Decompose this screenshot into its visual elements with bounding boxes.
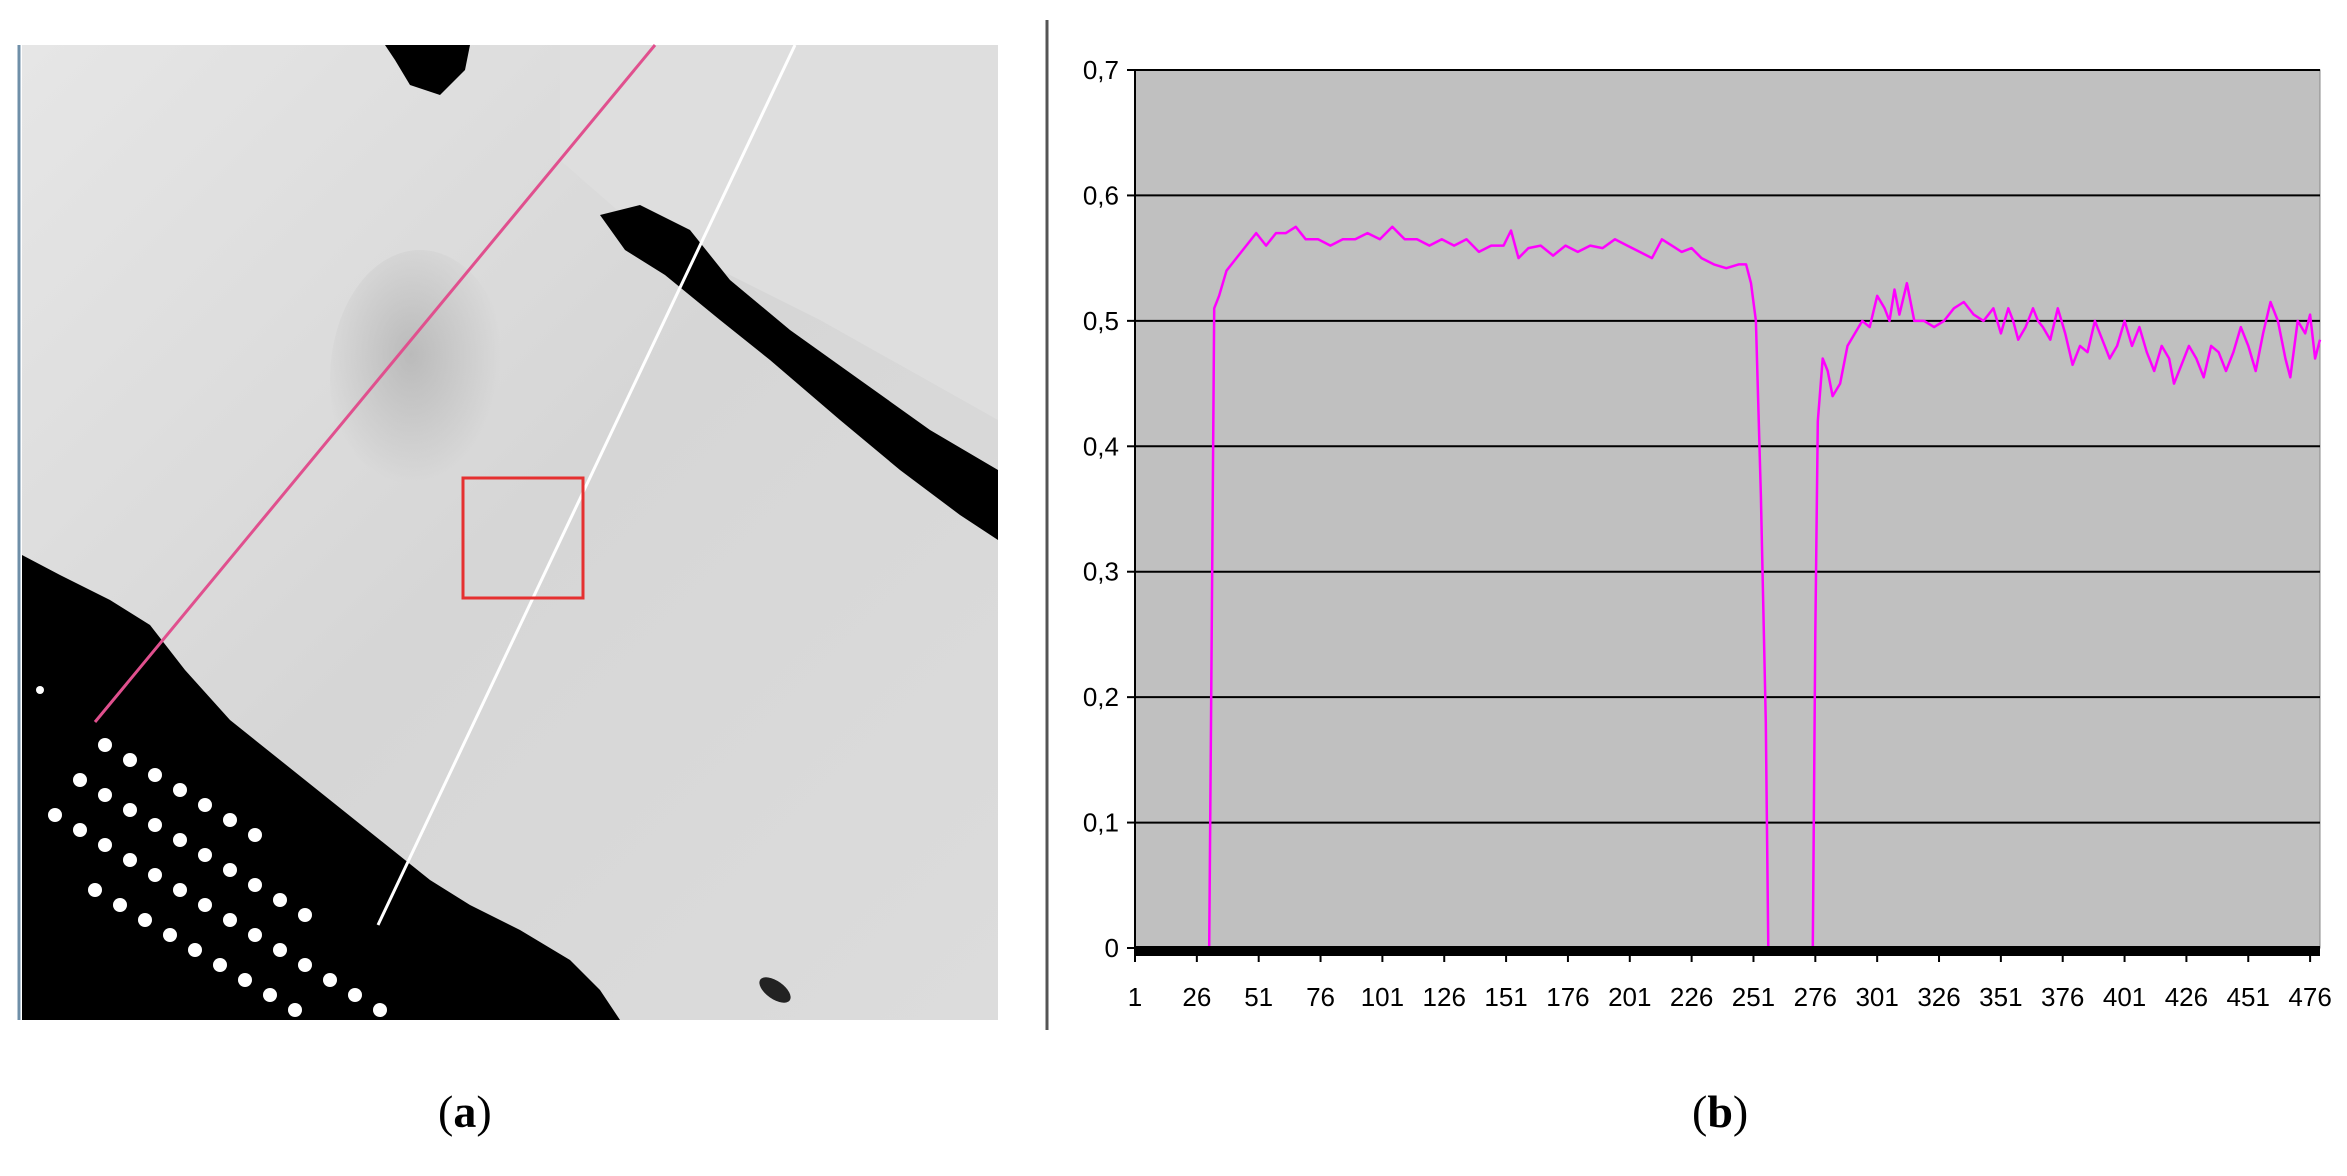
y-tick-label: 0,1 [1083, 808, 1119, 838]
x-tick-label: 251 [1732, 982, 1775, 1012]
y-tick-label: 0,3 [1083, 557, 1119, 587]
profile-line-white [376, 44, 797, 926]
x-tick-label: 401 [2103, 982, 2146, 1012]
dark-smudge [330, 250, 510, 510]
y-tick-label: 0,5 [1083, 306, 1119, 336]
x-tick-label: 276 [1794, 982, 1837, 1012]
profile-line-magenta [93, 44, 657, 723]
upper-region [560, 45, 998, 420]
bottom-dark-spot [759, 977, 791, 1003]
x-axis-line [1135, 946, 2320, 956]
x-tick-label: 26 [1182, 982, 1211, 1012]
bottom-left-dark-region [22, 555, 620, 1020]
series-line [1135, 225, 2322, 950]
roi-box [461, 476, 585, 600]
x-tick-label: 351 [1979, 982, 2022, 1012]
x-tick-label: 376 [2041, 982, 2084, 1012]
x-tick-label: 451 [2227, 982, 2270, 1012]
chart-panel: 0 0,1 0,2 0,3 0,4 0,5 0,6 0,7 1 26 51 76 101 126 151 1… [1010, 0, 2347, 1035]
y-tick-label: 0 [1105, 933, 1119, 963]
x-tick-label: 226 [1670, 982, 1713, 1012]
x-tick-label: 176 [1546, 982, 1589, 1012]
image-panel [0, 0, 1010, 1030]
x-tick-label: 326 [1917, 982, 1960, 1012]
diagonal-dark-crack [600, 205, 998, 540]
caption-a: (a) [438, 1086, 492, 1137]
grayscale-image-svg [17, 44, 998, 1020]
x-tick-label: 151 [1484, 982, 1527, 1012]
x-tick-label: 301 [1855, 982, 1898, 1012]
caption-b: (b) [1692, 1086, 1749, 1137]
y-tick-label: 0,2 [1083, 682, 1119, 712]
x-tick-label: 101 [1361, 982, 1404, 1012]
x-tick-label: 201 [1608, 982, 1651, 1012]
y-tick-label: 0,7 [1083, 55, 1119, 85]
x-tick-label: 1 [1128, 982, 1142, 1012]
y-tick-label: 0,4 [1083, 431, 1119, 461]
top-dark-blob [385, 45, 470, 95]
plot-area [1134, 69, 2321, 949]
x-tick-label: 51 [1244, 982, 1273, 1012]
y-tick-label: 0,6 [1083, 180, 1119, 210]
x-tick-label: 476 [2288, 982, 2331, 1012]
white-dot-pattern [36, 686, 387, 1017]
x-tick-label: 126 [1423, 982, 1466, 1012]
profile-chart: 00,10,20,30,40,50,60,7 1 26 51 76 101 126 151 1… [1045, 20, 2332, 1035]
x-tick-label: 76 [1306, 982, 1335, 1012]
x-tick-label: 426 [2165, 982, 2208, 1012]
